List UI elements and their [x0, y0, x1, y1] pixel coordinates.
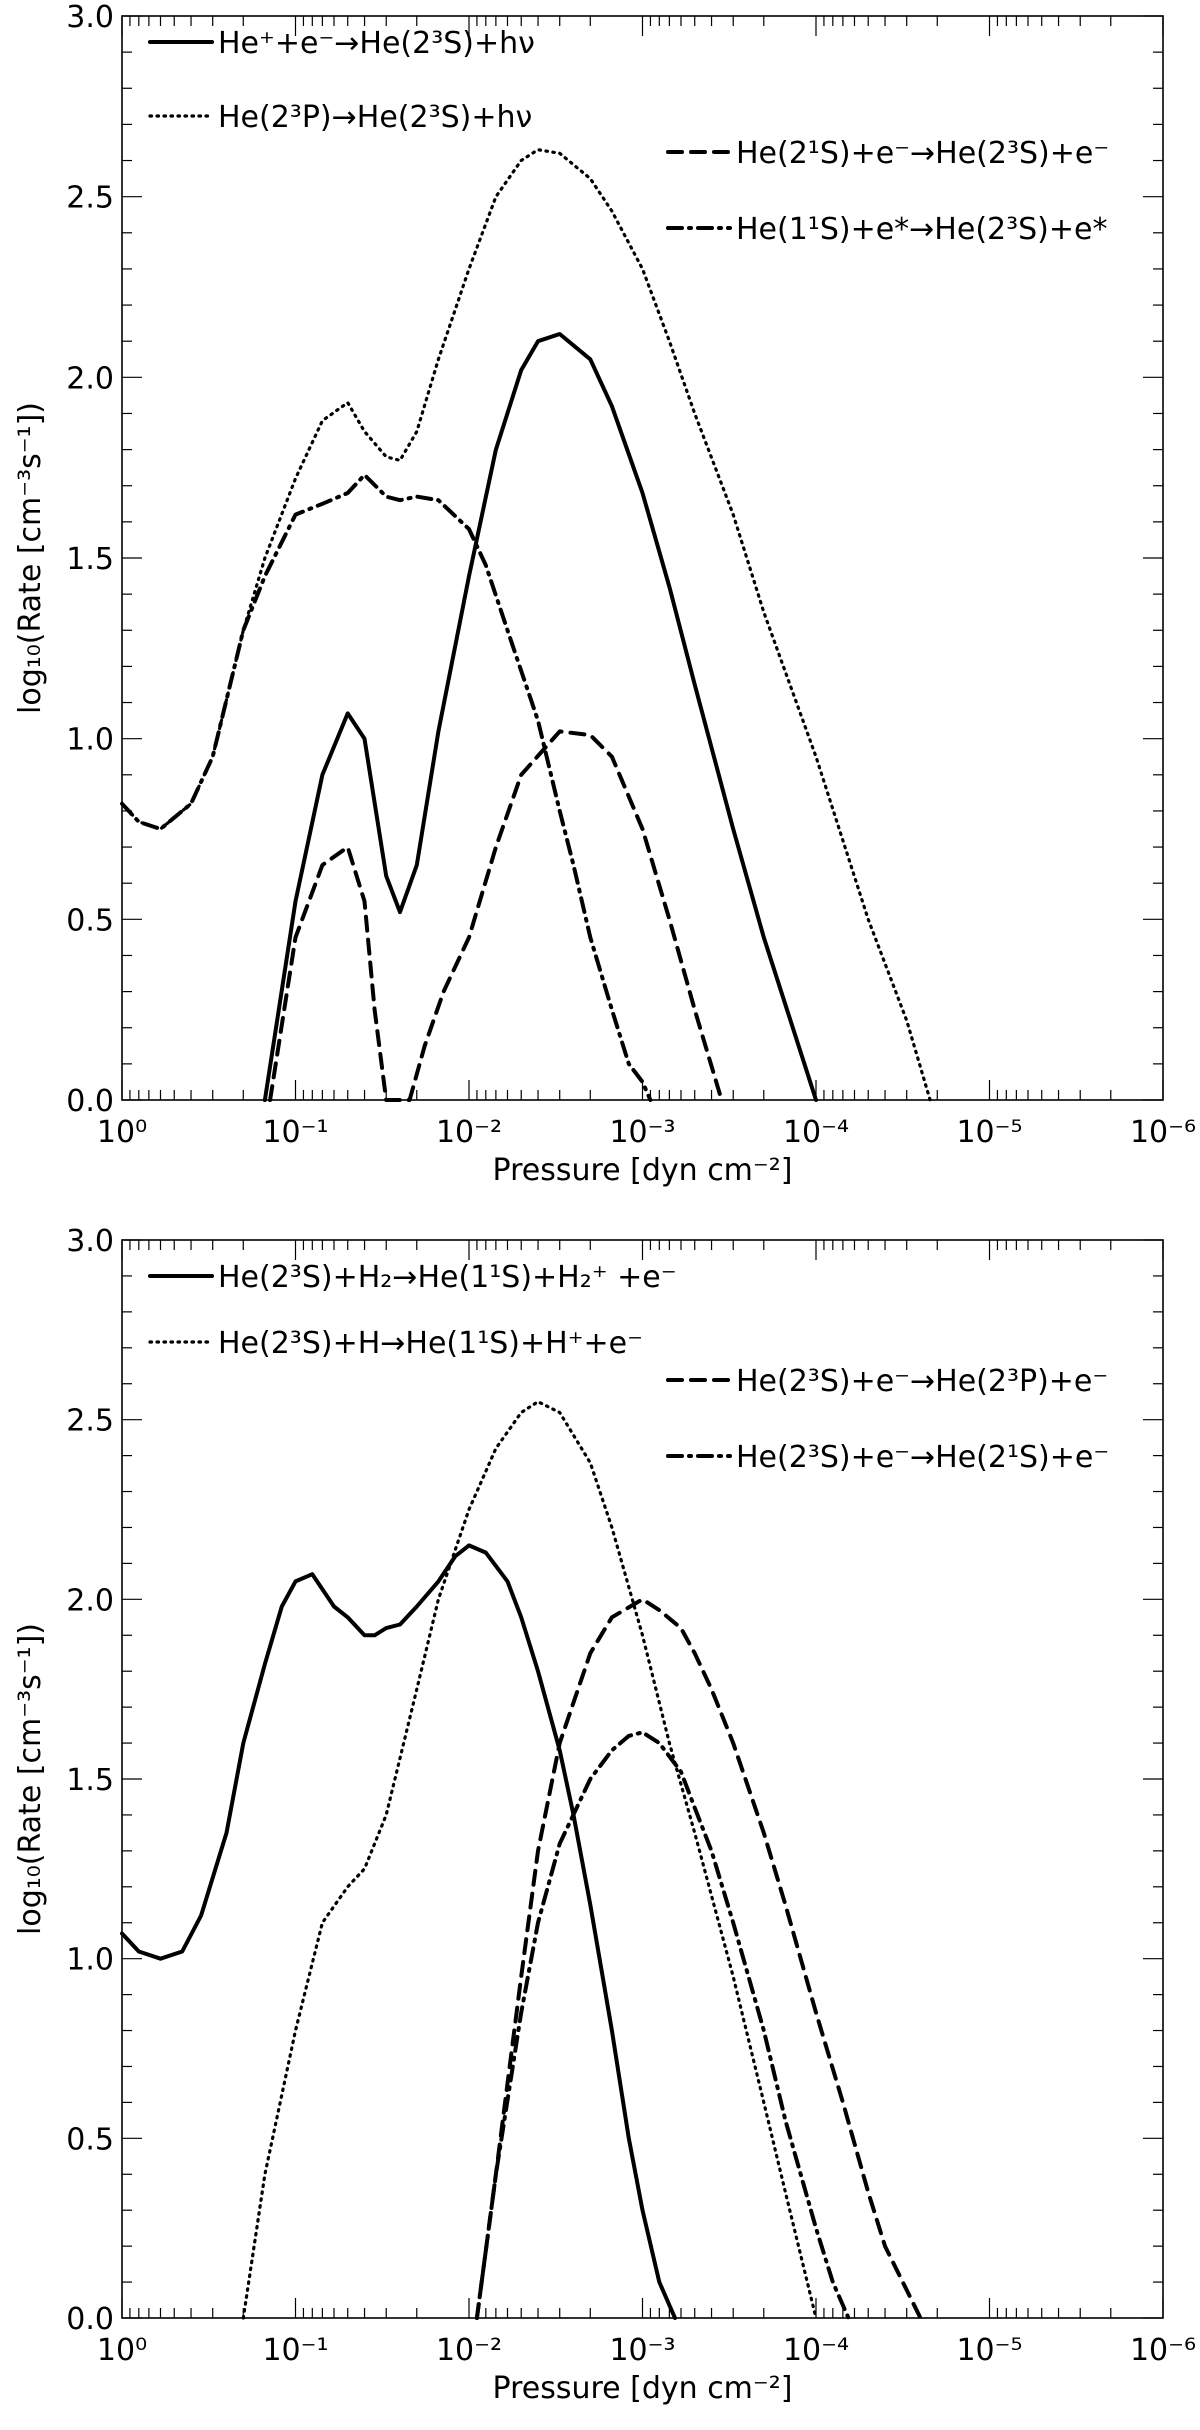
x-tick-label: 10⁻⁵: [956, 2333, 1022, 2368]
plot-frame: [121, 1239, 1164, 2319]
x-axis-label: Pressure [dyn cm⁻²]: [493, 1153, 793, 1188]
legend-label: He(2³S)+H→He(1¹S)+H⁺+e⁻: [218, 1326, 643, 1361]
y-tick-label: 1.0: [66, 1943, 114, 1978]
y-tick-label: 0.0: [66, 1084, 114, 1119]
y-tick-label: 2.5: [66, 1404, 114, 1439]
series-line-solid: [120, 1543, 677, 2320]
x-tick-label: 10⁰: [97, 2333, 147, 2368]
x-tick-label: 10⁻²: [436, 2333, 502, 2368]
legend-label: He(1¹S)+e*→He(2³S)+e*: [736, 212, 1107, 247]
series-line-solid: [262, 332, 818, 1102]
y-tick-label: 1.5: [66, 1763, 114, 1798]
panel-bottom: 10⁰ 10⁻¹ 10⁻² 10⁻³ 10⁻⁴ 10⁻⁵ 10⁻⁶ 0.0 0.5 1.0 1.5 2…: [13, 1224, 1196, 2406]
series-line-dashed: [268, 729, 724, 1102]
y-tick-label: 3.0: [66, 1224, 114, 1259]
panel-top: 10⁰ 10⁻¹ 10⁻² 10⁻³ 10⁻⁴ 10⁻⁵ 10⁻⁶ 0.0 0.5 1.0 1.5 2…: [13, 0, 1196, 1188]
y-tick-label: 0.0: [66, 2302, 114, 2337]
x-tick-label: 10⁻¹: [262, 1115, 328, 1150]
x-tick-label: 10⁻³: [609, 1115, 675, 1150]
x-tick-label: 10⁻⁴: [783, 2333, 849, 2368]
y-tick-label: 2.0: [66, 1583, 114, 1618]
x-tick-label: 10⁻⁵: [956, 1115, 1022, 1150]
x-tick-label: 10⁰: [97, 1115, 147, 1150]
y-tick-label: 3.0: [66, 0, 114, 35]
y-tick-label: 1.5: [66, 542, 114, 577]
y-tick-label: 0.5: [66, 903, 114, 938]
legend-label: He(2¹S)+e⁻→He(2³S)+e⁻: [736, 136, 1109, 171]
series-line-dashdot: [474, 1730, 851, 2320]
y-tick-label: 1.0: [66, 723, 114, 758]
y-axis-label: log₁₀(Rate [cm⁻³s⁻¹]): [13, 402, 48, 714]
x-axis-label: Pressure [dyn cm⁻²]: [493, 2371, 793, 2406]
y-axis-label: log₁₀(Rate [cm⁻³s⁻¹]): [13, 1623, 48, 1935]
y-tick-label: 2.0: [66, 361, 114, 396]
series-line-dashed: [474, 1597, 923, 2320]
legend-label: He(2³S)+e⁻→He(2³P)+e⁻: [736, 1364, 1108, 1399]
x-tick-label: 10⁻³: [609, 2333, 675, 2368]
series-line-dotted: [120, 148, 932, 1102]
legend-label: He(2³S)+H₂→He(1¹S)+H₂⁺ +e⁻: [218, 1260, 677, 1295]
y-tick-label: 2.5: [66, 181, 114, 216]
y-tick-label: 0.5: [66, 2122, 114, 2157]
x-tick-label: 10⁻¹: [262, 2333, 328, 2368]
legend-label: He⁺+e⁻→He(2³S)+hν: [218, 26, 535, 61]
plot-frame: [121, 15, 1164, 1101]
x-tick-label: 10⁻⁴: [783, 1115, 849, 1150]
legend-label: He(2³S)+e⁻→He(2¹S)+e⁻: [736, 1440, 1109, 1475]
series-line-dashdot: [120, 472, 653, 1102]
series-line-dotted: [241, 1400, 818, 2320]
x-tick-label: 10⁻⁶: [1130, 1115, 1196, 1150]
legend-label: He(2³P)→He(2³S)+hν: [218, 100, 532, 135]
x-tick-label: 10⁻²: [436, 1115, 502, 1150]
x-tick-label: 10⁻⁶: [1130, 2333, 1196, 2368]
